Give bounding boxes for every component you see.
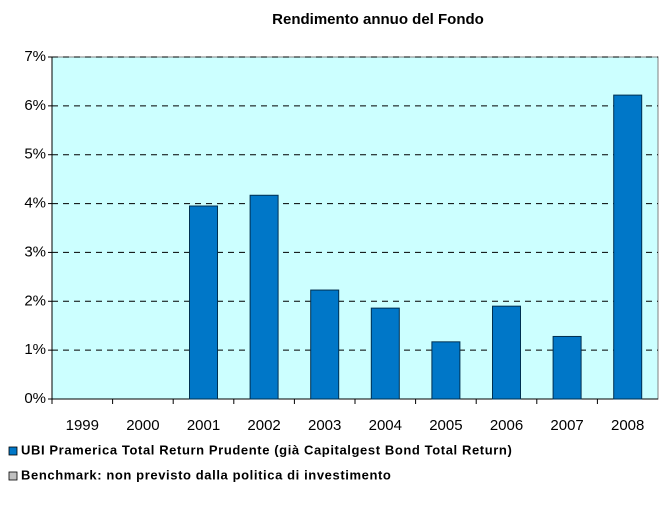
- x-tick-label: 2007: [550, 417, 583, 434]
- y-tick-label: 2%: [24, 292, 46, 309]
- x-tick-label: 2002: [247, 417, 280, 434]
- y-tick-label: 1%: [24, 341, 46, 358]
- bar: [431, 341, 461, 400]
- legend-swatch: [8, 446, 18, 456]
- bar: [492, 305, 521, 400]
- x-tick-label: 2003: [308, 417, 341, 434]
- bar: [249, 194, 279, 400]
- legend-swatch: [8, 471, 18, 481]
- x-tick-label: 2000: [126, 417, 159, 434]
- y-tick-label: 4%: [24, 195, 46, 212]
- x-tick-label: 2008: [611, 417, 644, 434]
- bar: [189, 205, 218, 400]
- y-tick-label: 5%: [24, 146, 46, 163]
- chart-title: Rendimento annuo del Fondo: [272, 11, 484, 28]
- x-tick-label: 2005: [429, 417, 462, 434]
- x-tick-label: 2001: [187, 417, 220, 434]
- legend-label: UBI Pramerica Total Return Prudente (già…: [21, 442, 512, 457]
- y-tick-label: 6%: [24, 97, 46, 114]
- y-tick-label: 7%: [24, 48, 46, 65]
- x-tick-label: 2006: [490, 417, 523, 434]
- bar: [552, 335, 582, 400]
- x-tick-label: 2004: [369, 417, 402, 434]
- bar: [370, 307, 400, 400]
- y-tick-label: 0%: [24, 390, 46, 407]
- y-tick-label: 3%: [24, 243, 46, 260]
- x-tick-label: 1999: [66, 417, 99, 434]
- bar: [310, 289, 340, 400]
- bar: [613, 94, 643, 400]
- legend-label: Benchmark: non previsto dalla politica d…: [21, 467, 391, 482]
